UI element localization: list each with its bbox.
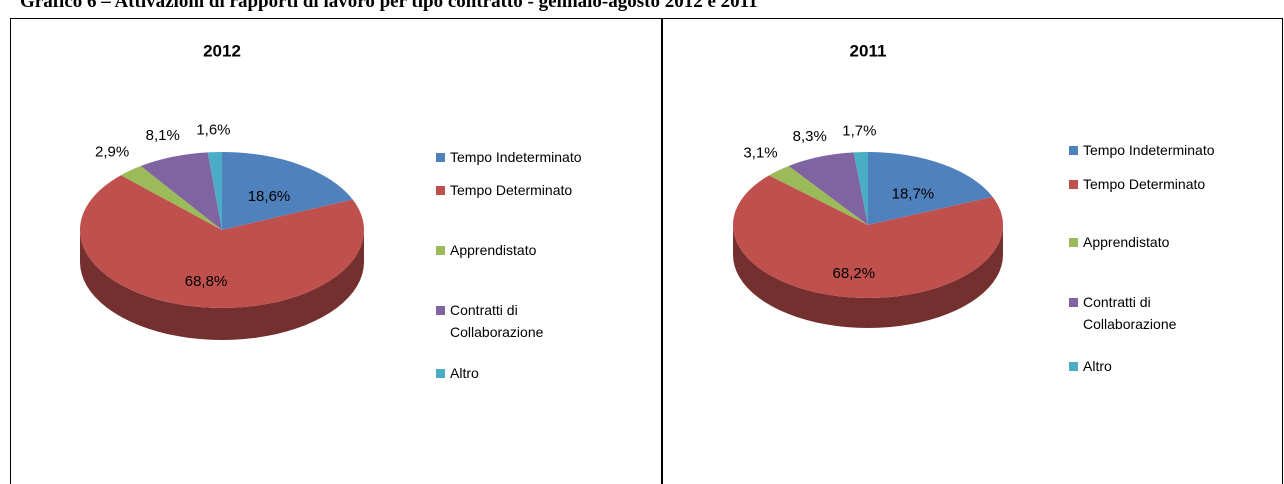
legend-label: Altro [450,365,479,381]
legend-swatch [1069,298,1078,307]
legend-item: Contratti di Collaborazione [436,299,600,343]
pie-slice [732,175,1003,298]
legend-label: Tempo Indeterminato [1083,142,1215,158]
value-label: 8,1% [146,127,180,144]
legend-item: Tempo Indeterminato [1069,139,1233,161]
pie-slice [788,152,868,225]
legend-label: Contratti di Collaborazione [1083,294,1177,332]
value-label: 1,7% [842,122,876,139]
legend-item: Apprendistato [1069,231,1233,253]
value-label: 8,3% [793,128,827,145]
legend-label: Apprendistato [450,242,537,258]
legend-label: Tempo Determinato [1083,176,1206,192]
slice-side [733,225,1003,328]
legend-item: Tempo Determinato [1069,173,1233,195]
chart-title: 2011 [850,41,887,60]
legend-label: Altro [1083,358,1112,374]
legend-swatch [436,186,445,195]
legend-item: Contratti di Collaborazione [1069,291,1233,335]
page-title: Grafico 6 – Attivazioni di rapporti di l… [20,0,758,12]
legend-label: Tempo Determinato [450,182,573,198]
value-label: 3,1% [743,144,777,161]
chart-frame [662,18,1283,484]
legend-swatch [1069,238,1078,247]
chart-title: 2012 [203,41,241,60]
legend-label: Contratti di Collaborazione [450,302,544,340]
legend-label: Tempo Indeterminato [450,149,582,165]
pie-slice [207,152,222,230]
legend-item: Tempo Determinato [436,179,600,201]
value-label: 1,6% [196,121,230,138]
pie-slice [868,152,993,225]
legend-swatch [436,153,445,162]
pie-slice [769,165,868,225]
pie-slice [222,152,353,230]
legend-swatch [1069,362,1078,371]
value-label: 2,9% [95,143,129,160]
pie-slice [140,152,222,230]
legend-swatch [436,246,445,255]
value-label: 68,8% [185,273,228,290]
pie-slice [853,152,868,225]
legend-swatch [1069,146,1078,155]
pie-slice [79,175,364,309]
legend-label: Apprendistato [1083,234,1170,250]
legend-swatch [436,369,445,378]
chart-frame [10,18,662,484]
value-label: 18,6% [248,188,291,205]
legend-swatch [436,306,445,315]
legend-item: Apprendistato [436,239,600,261]
slice-side [80,230,364,340]
value-label: 18,7% [892,186,935,203]
legend-swatch [1069,180,1078,189]
legend-item: Tempo Indeterminato [436,146,600,168]
value-label: 68,2% [833,265,876,282]
legend-item: Altro [436,362,600,384]
pie-slice [120,166,222,230]
legend-item: Altro [1069,355,1233,377]
